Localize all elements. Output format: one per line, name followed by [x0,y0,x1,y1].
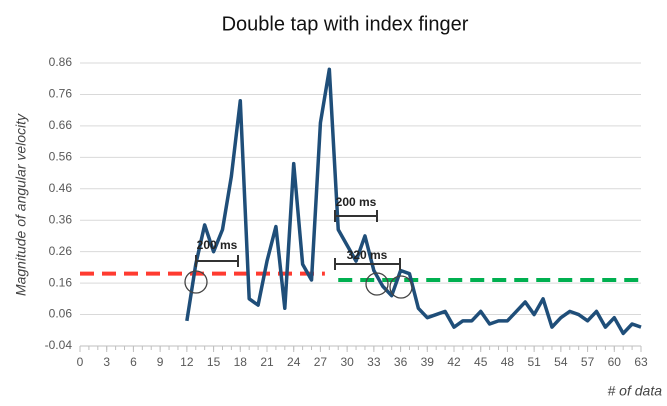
y-tick-label: 0.86 [49,55,73,69]
data-line [185,67,642,336]
circle-marker [389,275,413,299]
chart-title: Double tap with index finger [222,13,469,35]
x-tick-label: 39 [421,355,435,369]
y-tick-label: 0.56 [49,150,73,164]
annotation: 200 ms [197,238,238,252]
x-tick-label: 42 [447,355,461,369]
y-tick-label: 0.06 [49,307,73,321]
x-tick-label: 60 [608,355,622,369]
x-tick-label: 18 [234,355,248,369]
x-tick-label: 9 [157,355,164,369]
circle-marker [365,272,389,296]
annotation: 200 ms [336,195,377,209]
annotation: 320 ms [347,248,388,262]
x-tick-label: 45 [474,355,488,369]
y-tick-label: 0.26 [49,244,73,258]
x-axis-label: # of data [608,383,663,399]
bracket [195,255,239,267]
x-tick-label: 51 [527,355,541,369]
y-axis-label: Magnitude of angular velocity [13,113,29,296]
x-tick-label: 0 [77,355,84,369]
x-tick-label: 6 [130,355,137,369]
y-tick-label: 0.36 [49,212,73,226]
y-tick-label: 0.66 [49,118,73,132]
x-tick-label: 36 [394,355,408,369]
x-tick-label: 54 [554,355,568,369]
circle-marker [184,270,208,294]
x-tick-label: 27 [314,355,328,369]
y-tick-label: 0.76 [49,87,73,101]
x-tick-label: 33 [367,355,381,369]
x-tick-label: 15 [207,355,221,369]
x-tick-label: 21 [260,355,274,369]
y-tick-label: -0.04 [45,338,73,352]
annotation-marks [184,210,413,299]
y-tick-label: 0.16 [49,275,73,289]
x-tick-label: 63 [634,355,648,369]
bracket [334,210,378,222]
x-tick-label: 12 [180,355,194,369]
x-tick-label: 48 [501,355,515,369]
x-tick-label: 3 [103,355,110,369]
x-tick-label: 57 [581,355,595,369]
bracket [334,258,401,270]
y-tick-label: 0.46 [49,181,73,195]
x-tick-label: 30 [340,355,354,369]
x-tick-label: 24 [287,355,301,369]
